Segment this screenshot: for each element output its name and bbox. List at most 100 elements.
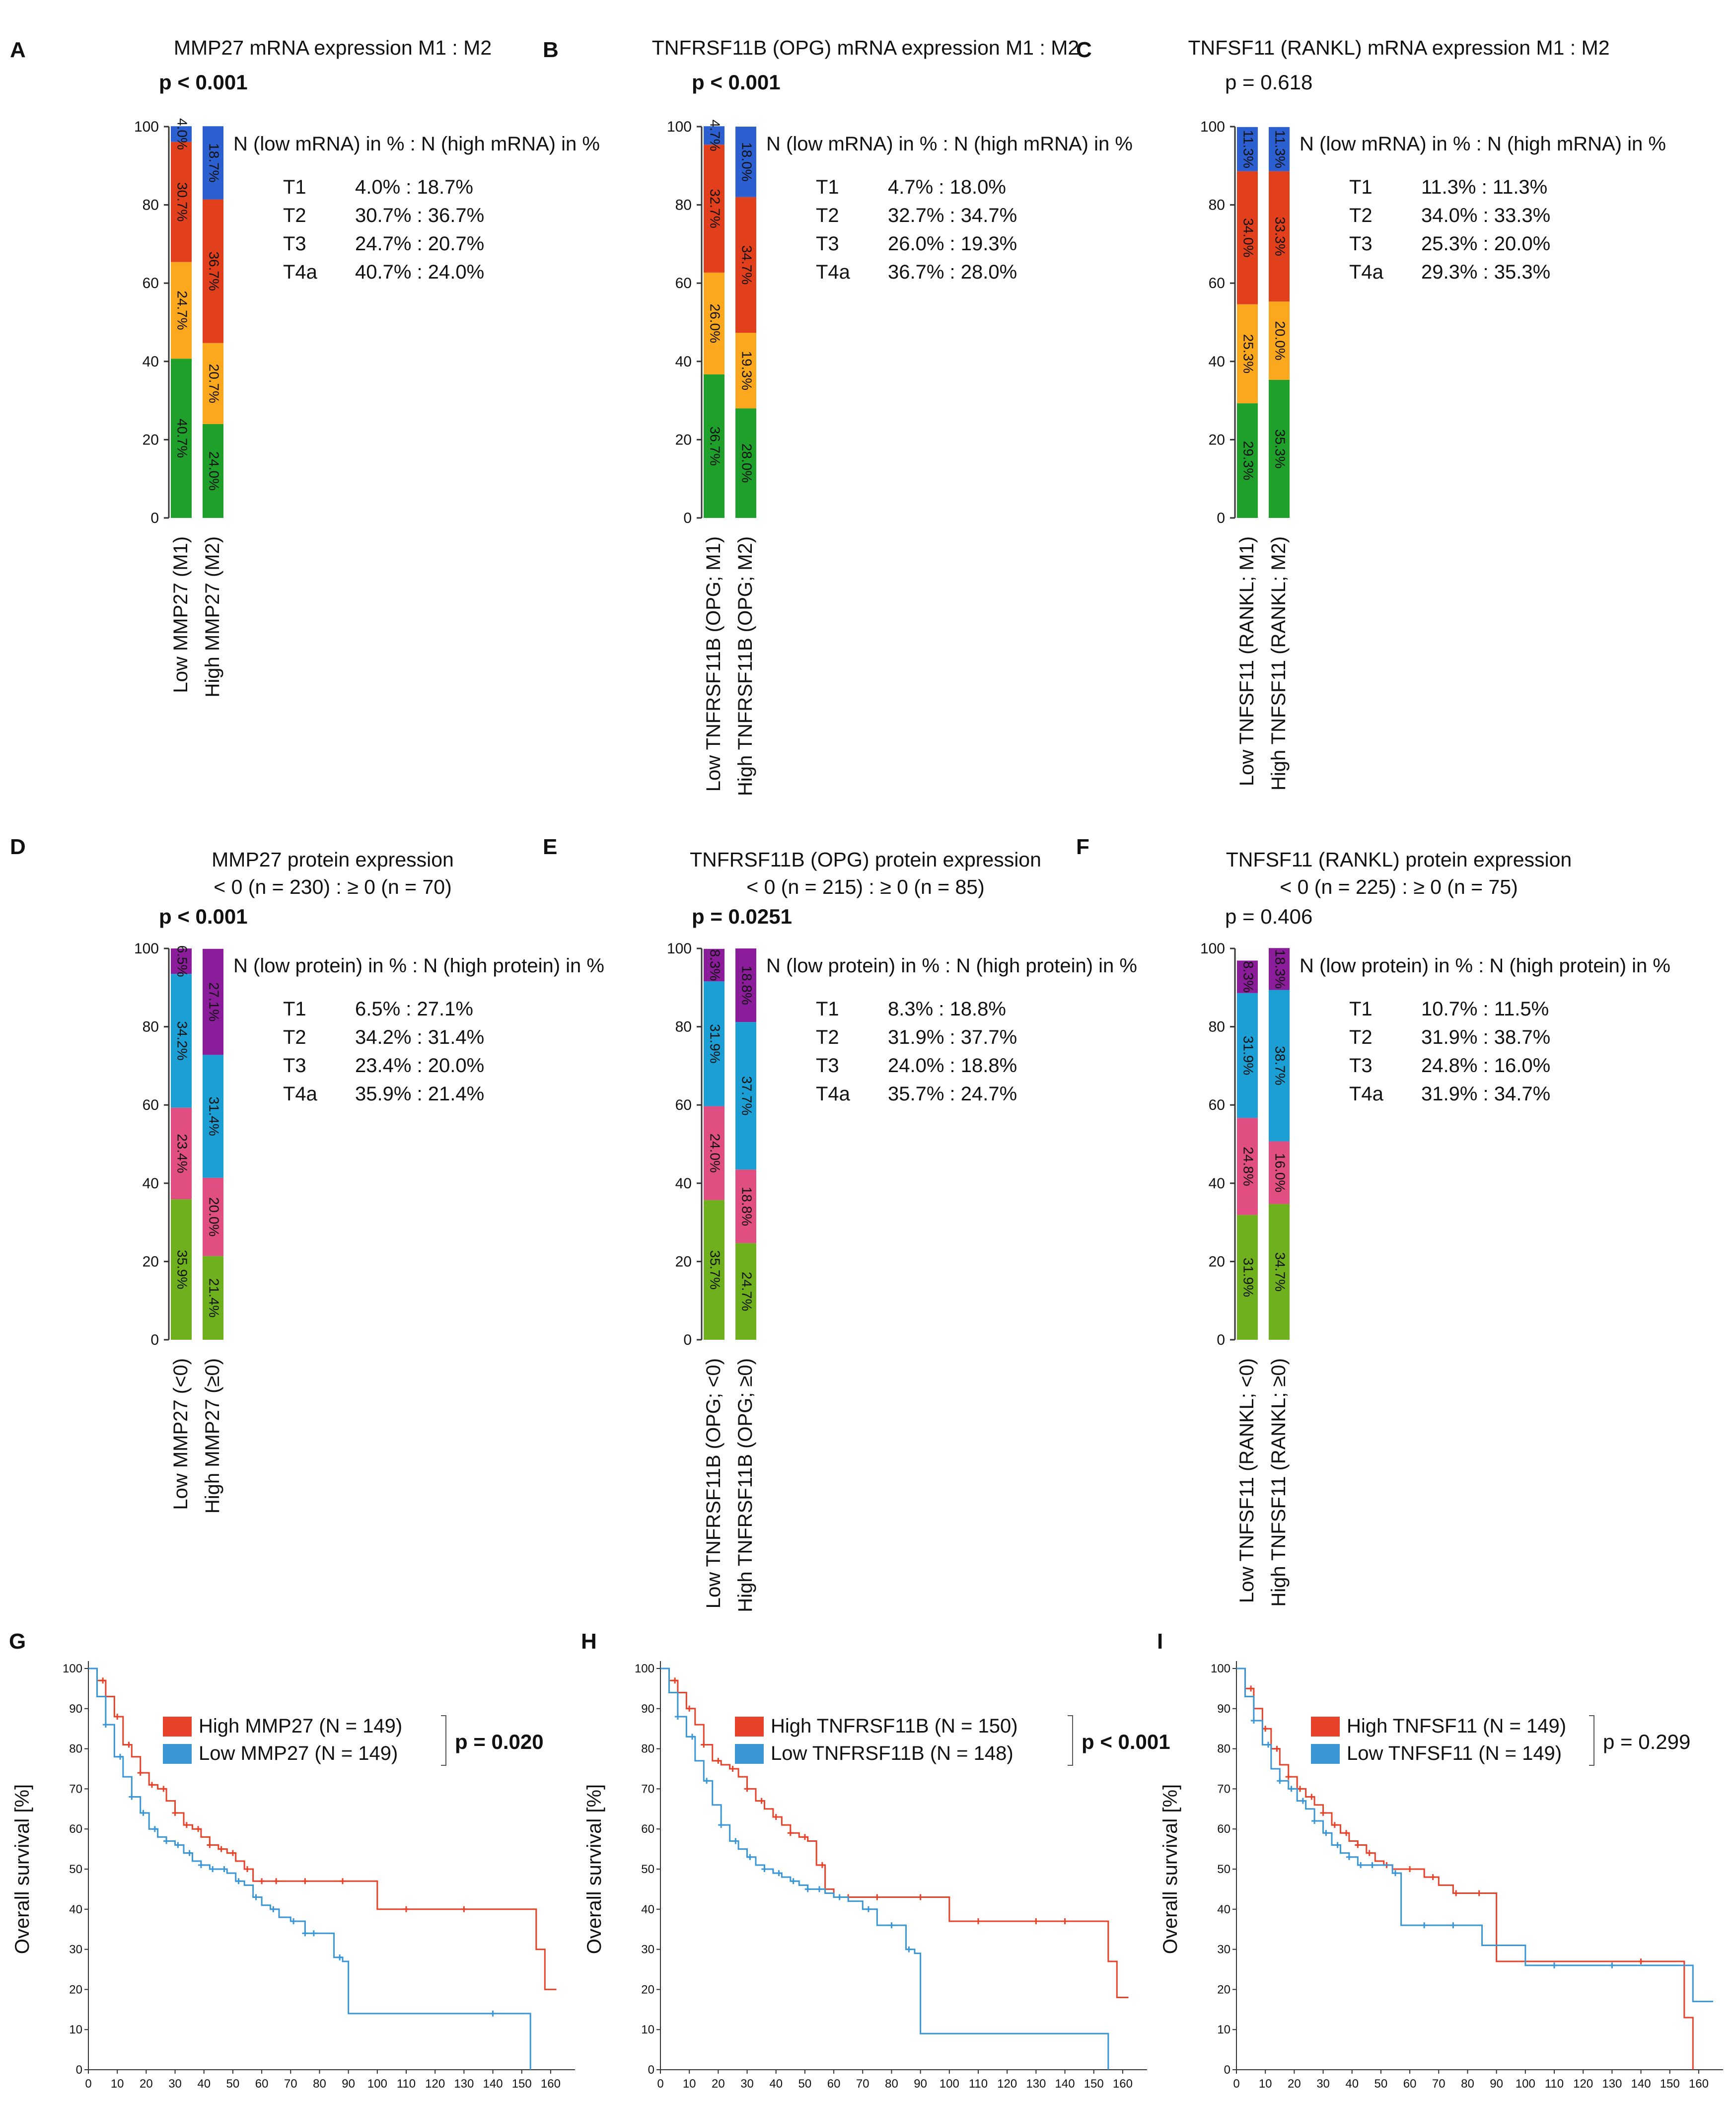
table-value: 35.9% : 21.4% (355, 1083, 484, 1105)
y-tick-label: 10 (641, 2023, 654, 2036)
table-stage: T2 (283, 205, 306, 226)
censor-mark (744, 1786, 750, 1792)
table-stage: T4a (816, 261, 851, 283)
y-tick-label: 20 (143, 1253, 159, 1270)
censor-mark (1355, 1842, 1361, 1848)
y-tick-label: 20 (1217, 1983, 1230, 1996)
bar-segment-t1 (171, 126, 192, 142)
x-tick-label: 10 (683, 2077, 696, 2091)
table-value: 6.5% : 27.1% (355, 998, 473, 1020)
bar-segment-t3 (1269, 1141, 1290, 1204)
table-value: 34.0% : 33.3% (1421, 205, 1550, 226)
table-header: N (low mRNA) in % : N (high mRNA) in % (1300, 133, 1666, 155)
bar-segment-t3 (171, 262, 192, 359)
data-label: 32.7% (708, 189, 723, 228)
bar-segment-t2 (1269, 990, 1290, 1142)
y-tick-label: 0 (683, 510, 692, 526)
y-tick-label: 90 (69, 1702, 82, 1716)
censor-mark (102, 1722, 109, 1728)
censor-mark (126, 1741, 132, 1748)
category-label: Low TNFRSF11B (OPG; M1) (703, 536, 724, 792)
censor-mark (149, 1782, 155, 1788)
censor-mark (490, 2010, 496, 2017)
chart-subtitle: < 0 (n = 215) : ≥ 0 (n = 85) (746, 875, 984, 898)
y-tick-label: 100 (134, 941, 159, 957)
censor-mark (117, 1753, 123, 1760)
x-tick-label: 120 (1573, 2077, 1593, 2091)
censor-mark (273, 1878, 280, 1885)
censor-mark (1638, 1958, 1644, 1964)
p-value: p = 0.0251 (692, 905, 792, 928)
data-label: 8.3% (708, 949, 723, 981)
data-label: 36.7% (708, 427, 723, 466)
x-tick-label: 40 (197, 2077, 211, 2091)
data-label: 19.3% (739, 351, 755, 390)
table-value: 31.9% : 37.7% (888, 1026, 1017, 1048)
bar-segment-t1 (704, 126, 724, 145)
bar-segment-t1 (704, 948, 724, 982)
censor-mark (689, 1734, 695, 1740)
censor-mark (1262, 1726, 1269, 1732)
censor-mark (302, 1878, 308, 1885)
y-tick-label: 80 (641, 1742, 654, 1756)
censor-mark (1033, 1918, 1039, 1925)
bar-segment-t4a (171, 359, 192, 518)
category-label: High TNFRSF11B (OPG; M2) (734, 536, 756, 796)
y-tick-label: 60 (143, 1097, 159, 1113)
censor-mark (1323, 1830, 1329, 1836)
y-tick-label: 20 (69, 1983, 82, 1996)
x-tick-label: 30 (168, 2077, 182, 2091)
legend-label: Low MMP27 (N = 149) (199, 1742, 398, 1764)
bar-segment-t4a (203, 1256, 223, 1340)
censor-mark (1250, 1718, 1257, 1724)
censor-mark (140, 1810, 146, 1816)
censor-mark (218, 1846, 224, 1852)
bar-segment-t1 (171, 948, 192, 974)
y-tick-label: 80 (1209, 197, 1225, 214)
bar-segment-t2 (203, 199, 223, 343)
x-tick-label: 10 (1259, 2077, 1272, 2091)
data-label: 30.7% (175, 182, 190, 221)
x-tick-label: 150 (512, 2077, 532, 2091)
censor-mark (1358, 1862, 1364, 1868)
censor-mark (1300, 1798, 1306, 1804)
bar-segment-t3 (1237, 1118, 1258, 1215)
censor-mark (801, 1834, 808, 1840)
censor-mark (732, 1838, 739, 1844)
censor-mark (672, 1677, 678, 1684)
y-tick-label: 60 (69, 1822, 82, 1836)
y-tick-label: 30 (69, 1943, 82, 1957)
bar-segment-t4a (1237, 1215, 1258, 1340)
y-tick-label: 20 (675, 1253, 692, 1270)
censor-mark (715, 1757, 722, 1764)
bar-segment-t2 (1269, 171, 1290, 302)
x-tick-label: 90 (1490, 2077, 1503, 2091)
censor-mark (100, 1677, 106, 1684)
y-tick-label: 10 (1217, 2023, 1230, 2036)
panel-letter: A (10, 38, 26, 62)
y-tick-label: 80 (143, 1019, 159, 1035)
data-label: 34.2% (175, 1021, 190, 1060)
bar-segment-t1 (1269, 127, 1290, 171)
table-stage: T1 (1349, 176, 1373, 198)
y-tick-label: 60 (641, 1822, 654, 1836)
y-tick-label: 80 (69, 1742, 82, 1756)
censor-mark (1331, 1822, 1338, 1828)
x-tick-label: 30 (1316, 2077, 1330, 2091)
y-tick-label: 60 (1209, 1097, 1225, 1113)
chart-title: TNFRSF11B (OPG) mRNA expression M1 : M2 (652, 36, 1079, 59)
table-value: 34.2% : 31.4% (355, 1026, 484, 1048)
table-stage: T3 (283, 1055, 306, 1077)
y-tick-label: 70 (69, 1782, 82, 1796)
censor-mark (337, 1954, 343, 1960)
table-stage: T1 (283, 998, 306, 1020)
legend-swatch (735, 1717, 764, 1737)
censor-mark (207, 1842, 213, 1848)
legend-swatch (1311, 1717, 1340, 1737)
bar-segment-t3 (203, 1177, 223, 1256)
x-tick-label: 40 (1345, 2077, 1359, 2091)
censor-mark (773, 1813, 779, 1820)
censor-mark (129, 1794, 135, 1800)
y-tick-label: 20 (143, 432, 159, 448)
y-tick-label: 50 (1217, 1863, 1230, 1876)
